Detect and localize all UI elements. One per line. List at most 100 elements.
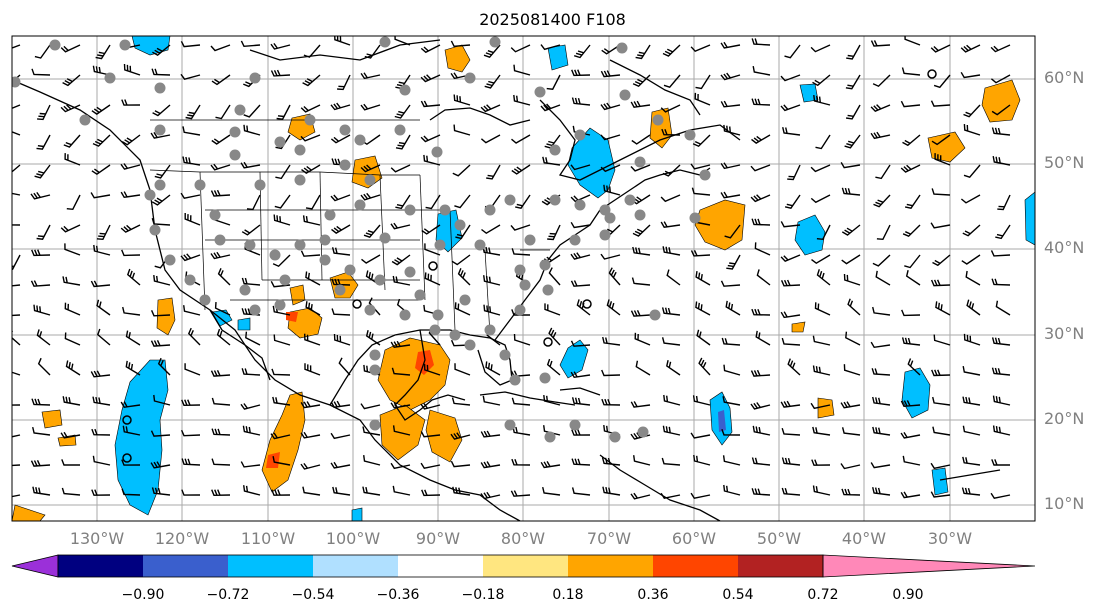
wind-barb	[510, 490, 531, 497]
colorbar-segment	[228, 555, 313, 577]
wind-barb	[390, 462, 411, 470]
wind-barb	[92, 396, 111, 406]
station-dot	[374, 274, 386, 286]
wind-barb	[270, 69, 291, 77]
wind-barb	[843, 364, 861, 376]
wind-barb	[185, 104, 201, 120]
station-dot	[434, 239, 446, 251]
wind-barb	[484, 74, 501, 89]
lon-label: 50°W	[756, 529, 802, 548]
station-dot	[544, 431, 556, 443]
wind-barb	[811, 254, 831, 265]
wind-barb	[65, 360, 81, 376]
wind-barb	[275, 164, 291, 180]
wind-barb	[121, 99, 141, 106]
wind-barb	[661, 307, 681, 316]
wind-barb	[121, 134, 141, 146]
wind-barb	[723, 484, 741, 496]
wind-barb	[31, 398, 51, 406]
station-dot	[369, 419, 381, 431]
wind-barb	[12, 44, 21, 49]
wind-barb	[841, 488, 861, 496]
wind-barb	[511, 309, 530, 316]
colorbar-tick: 0.36	[637, 587, 669, 603]
wind-barb	[997, 194, 1011, 211]
station-dot	[464, 339, 476, 351]
wind-barb	[90, 192, 111, 199]
colorbar-tick: 0.90	[892, 587, 924, 603]
wind-barb	[360, 403, 381, 410]
colorbar-outline	[57, 554, 824, 578]
wind-barb	[784, 194, 801, 209]
wind-barb	[216, 328, 231, 346]
wind-barb	[301, 164, 321, 175]
wind-barb	[12, 104, 21, 109]
wind-barb	[780, 279, 801, 287]
wind-barb	[363, 224, 381, 239]
wind-barb	[995, 300, 1011, 316]
wind-barb	[245, 331, 261, 346]
wind-barb	[481, 224, 501, 235]
wind-barb	[844, 134, 861, 149]
wind-barb	[305, 194, 321, 210]
wind-barb	[12, 131, 21, 136]
wind-barb	[421, 489, 441, 497]
wind-barb	[486, 164, 501, 180]
wind-barb	[420, 100, 441, 108]
wind-barb	[300, 462, 321, 470]
wind-barb	[91, 104, 111, 115]
station-dot	[464, 72, 476, 84]
wind-barb	[751, 488, 771, 496]
station-dot	[334, 284, 346, 296]
station-dot	[514, 264, 526, 276]
wind-barb	[540, 103, 561, 112]
wind-barb	[420, 431, 441, 438]
wind-barb	[274, 194, 291, 209]
station-dot	[344, 264, 356, 276]
wind-barb	[300, 134, 321, 142]
wind-barb	[845, 74, 861, 90]
wind-barb	[846, 44, 861, 60]
station-dot	[294, 174, 306, 186]
wind-barb	[991, 337, 1011, 346]
wind-barb	[781, 487, 801, 496]
wind-barb	[750, 164, 771, 172]
wind-barb	[480, 461, 501, 469]
wind-barb	[515, 194, 531, 209]
wind-barb	[693, 454, 711, 466]
map-frame	[11, 35, 1036, 522]
wind-barb	[662, 44, 681, 57]
lon-label: 70°W	[586, 529, 632, 548]
wind-barb	[570, 280, 591, 287]
station-dot	[154, 82, 166, 94]
wind-barb	[420, 134, 441, 143]
wind-barb	[571, 487, 591, 496]
station-dot	[484, 324, 496, 336]
wind-barb	[990, 74, 1011, 84]
wind-barb	[992, 395, 1011, 406]
wind-barb	[900, 100, 921, 108]
wind-barb	[187, 327, 201, 346]
wind-barb	[362, 426, 381, 436]
wind-barb	[451, 397, 471, 406]
lon-label: 110°W	[240, 529, 296, 548]
wind-barb	[690, 250, 711, 257]
colorbar-segment	[653, 555, 738, 577]
wind-barb	[455, 224, 471, 240]
wind-barb	[630, 100, 651, 108]
wind-barb	[751, 218, 771, 226]
colorbar-tick: 0.18	[552, 587, 584, 603]
wind-barb	[751, 134, 771, 144]
wind-barb	[332, 486, 351, 496]
wind-barb	[570, 252, 591, 260]
colorbar-segment	[143, 555, 228, 577]
station-dot	[649, 309, 661, 321]
wind-barb	[151, 68, 171, 76]
open-circle-markers	[122, 69, 937, 463]
wind-barb	[780, 104, 801, 112]
wind-barb	[960, 71, 981, 79]
wind-barb	[542, 156, 561, 166]
wind-barb	[210, 163, 231, 171]
wind-barb	[845, 331, 861, 346]
wind-barb	[64, 332, 81, 346]
